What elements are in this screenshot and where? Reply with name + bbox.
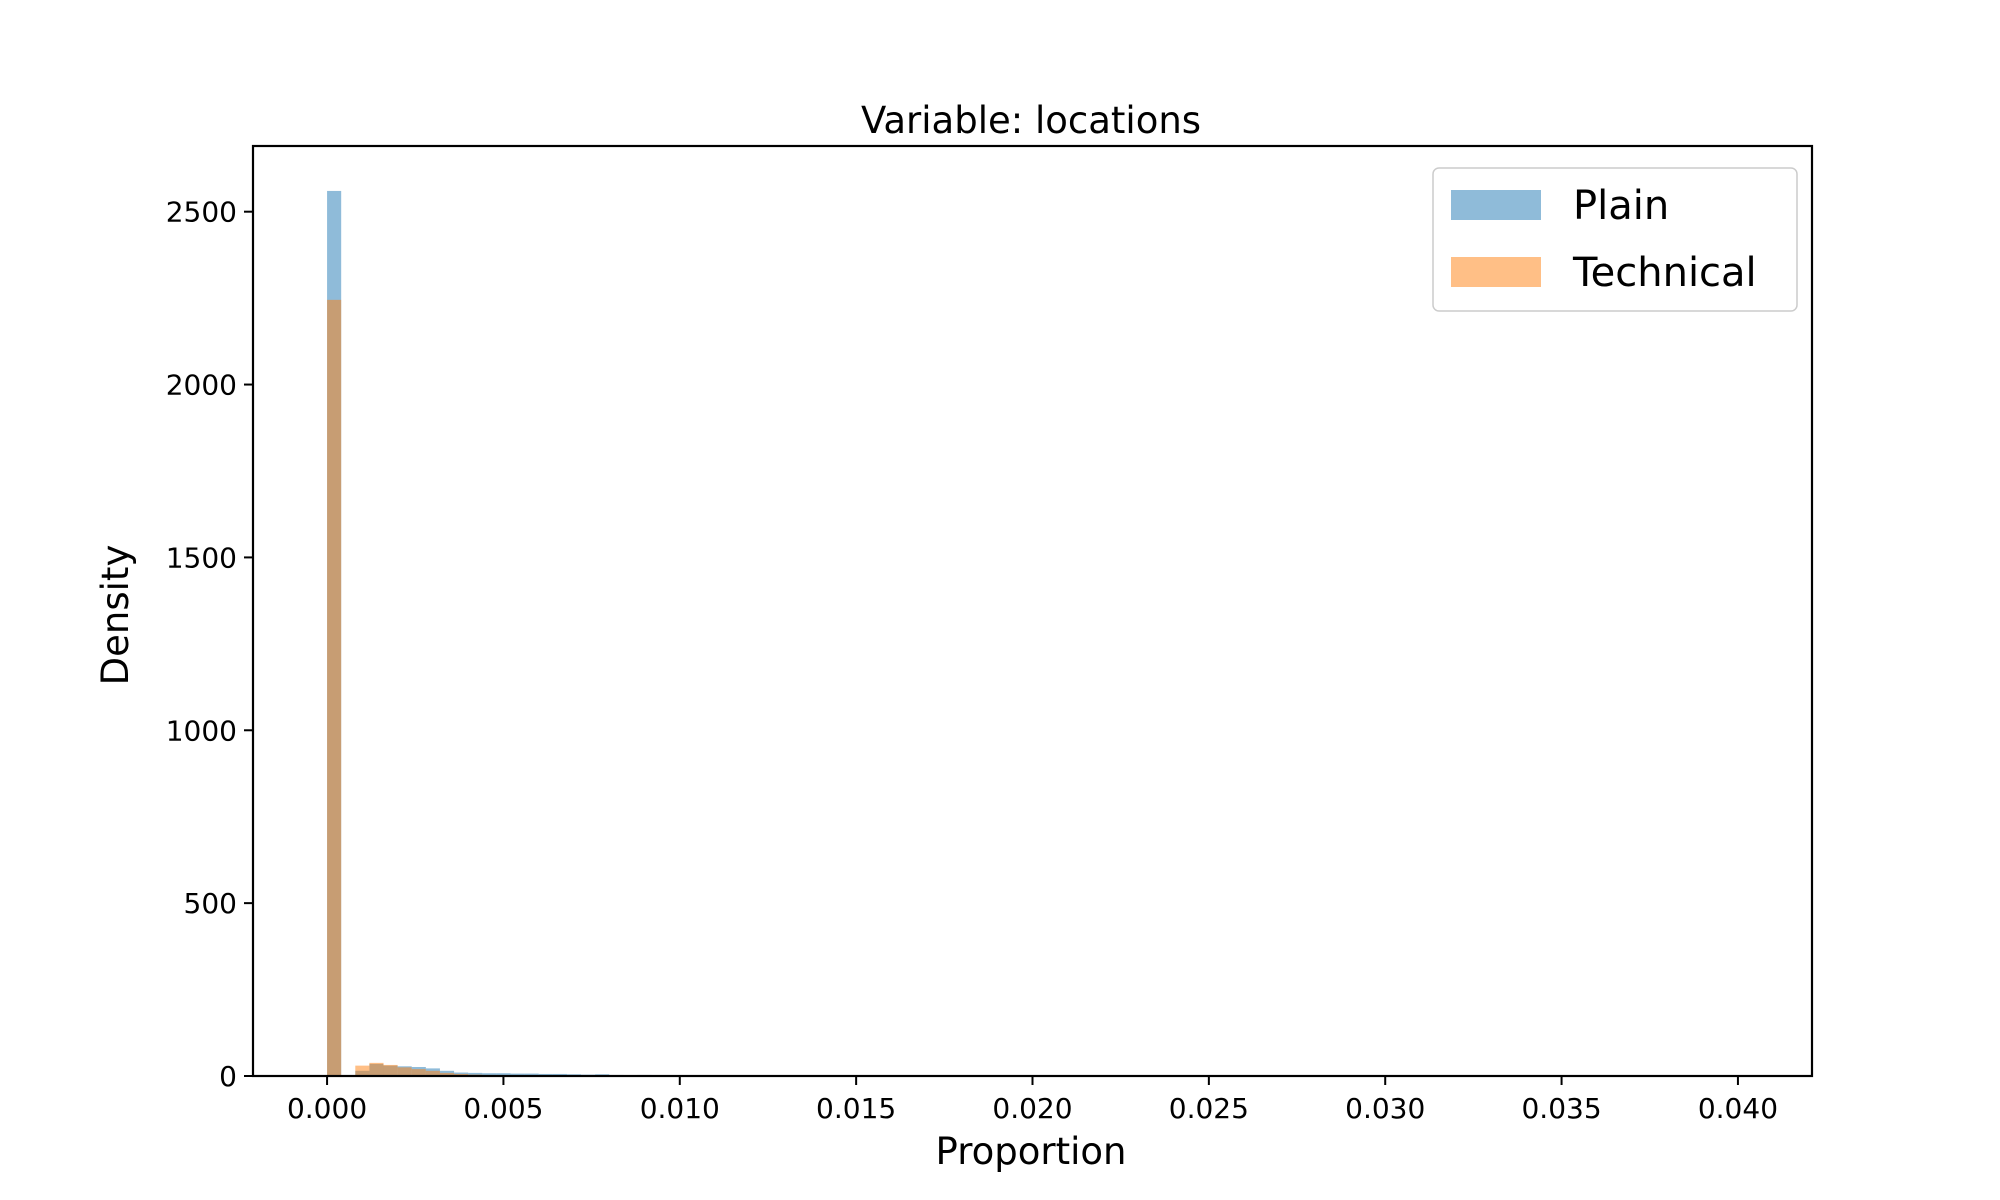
y-tick-label-5: 2500	[166, 196, 237, 229]
x-tick-label-7: 0.035	[1521, 1092, 1601, 1125]
bar-technical-6	[425, 1070, 440, 1076]
y-tick-label-0: 0	[219, 1060, 237, 1093]
bar-plain-14	[524, 1073, 539, 1076]
bar-plain-11	[482, 1073, 497, 1076]
legend-swatch-technical	[1451, 257, 1541, 287]
x-tick-label-0: 0.000	[287, 1092, 367, 1125]
y-tick-label-1: 500	[184, 887, 237, 920]
bar-plain-10	[468, 1072, 483, 1076]
x-tick-label-1: 0.005	[463, 1092, 543, 1125]
y-tick-label-3: 1500	[166, 541, 237, 574]
series-technical	[327, 299, 539, 1077]
x-tick-label-8: 0.040	[1698, 1092, 1778, 1125]
x-tick-label-2: 0.010	[640, 1092, 720, 1125]
bar-technical-0	[327, 299, 342, 1077]
y-axis-label: Density	[94, 545, 137, 686]
x-tick-label-6: 0.030	[1345, 1092, 1425, 1125]
legend-label-technical: Technical	[1572, 250, 1757, 296]
legend-swatch-plain	[1451, 190, 1541, 220]
bar-technical-3	[383, 1064, 398, 1076]
x-tick-label-4: 0.020	[992, 1092, 1072, 1125]
x-tick-label-3: 0.015	[816, 1092, 896, 1125]
y-tick-label-4: 2000	[166, 369, 237, 402]
chart-title: Variable: locations	[861, 99, 1201, 142]
x-tick-label-5: 0.025	[1169, 1092, 1249, 1125]
bar-technical-7	[439, 1072, 455, 1076]
y-tick-label-2: 1000	[166, 714, 237, 747]
x-axis-label: Proportion	[936, 1130, 1127, 1173]
bar-technical-4	[397, 1067, 412, 1076]
bar-technical-1	[355, 1065, 370, 1076]
legend: Plain Technical	[1432, 167, 1798, 312]
bar-plain-13	[510, 1073, 525, 1076]
bar-technical-2	[369, 1062, 384, 1076]
legend-label-plain: Plain	[1573, 183, 1669, 229]
plot-area: 0.000 0.005 0.010 0.015 0.020 0.025 0.030 0.035…	[166, 144, 1814, 1125]
bar-plain-12	[496, 1073, 511, 1076]
bar-technical-5	[411, 1069, 426, 1076]
